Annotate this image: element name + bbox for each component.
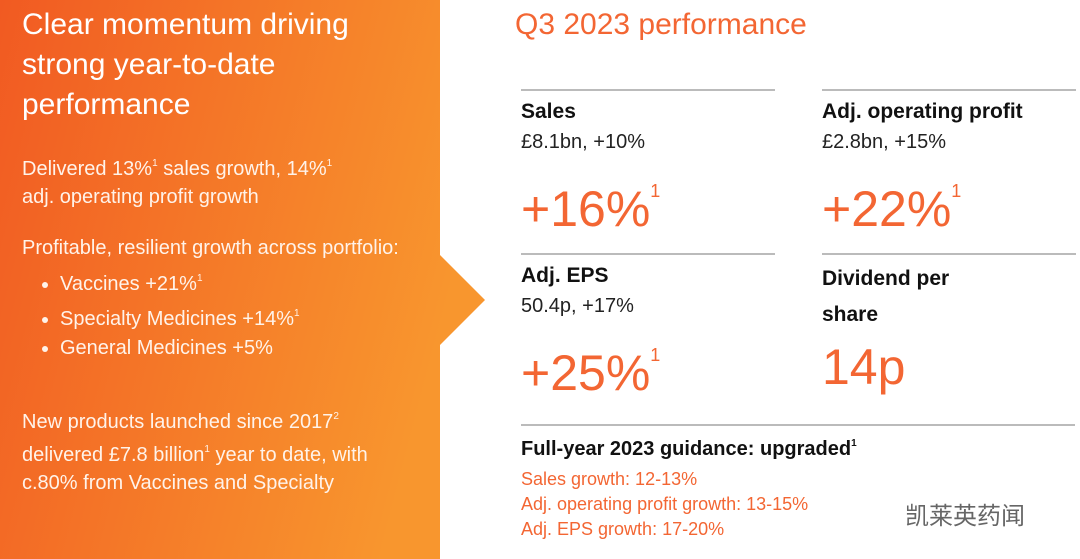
portfolio-item: Vaccines +21%1 (60, 264, 402, 299)
footnote-mark: 1 (204, 444, 210, 455)
metric-detail: 50.4p, +17% (521, 295, 634, 317)
metric-label: Adj. EPS (521, 264, 609, 287)
guidance-item: Adj. EPS growth: 17-20% (521, 519, 725, 539)
footnote-mark: 1 (650, 345, 661, 365)
new-products-text: New products launched since 20172 delive… (22, 403, 407, 497)
metric-label: Sales (521, 100, 576, 123)
metric-value: 14p (822, 339, 906, 395)
orange-panel (0, 0, 485, 559)
text-run: New products launched since 2017 (22, 411, 334, 433)
guidance: Full-year 2023 guidance: upgraded1 Sales… (521, 424, 1075, 542)
metric-detail: £8.1bn, +10% (521, 131, 645, 153)
metric-growth: +16%1 (521, 161, 775, 239)
metric-value: +22% (822, 180, 952, 237)
metric-card: Adj. operating profit £2.8bn, +15% +22%1 (822, 89, 1076, 239)
text-run: delivered £7.8 billion (22, 444, 205, 466)
guidance-list: Sales growth: 12-13% Adj. operating profi… (521, 467, 1075, 542)
metric-value: +25% (521, 344, 651, 401)
text-run: year to date, with c.80% from Vaccines a… (22, 444, 368, 494)
right-title: Q3 2023 performance (515, 8, 807, 41)
watermark: 凯莱英药闻 (905, 503, 1025, 530)
metric-detail: £2.8bn, +15% (822, 131, 946, 153)
text-run: Delivered 13% (22, 158, 153, 180)
metric-label: Adj. operating profit (822, 100, 1023, 123)
metric-label: Dividend per share (822, 267, 950, 326)
portfolio-item: General Medicines +5% (60, 334, 402, 363)
metric-growth: 14p (822, 337, 1076, 397)
footnote-mark: 1 (196, 273, 203, 284)
text-run: sales growth, 14% (157, 158, 327, 180)
footnote-mark: 1 (650, 181, 661, 201)
left-title: Clear momentum driving strong year-to-da… (22, 8, 349, 121)
metric-card: Sales £8.1bn, +10% +16%1 (521, 89, 775, 239)
guidance-title: Full-year 2023 guidance: upgraded1 (521, 426, 1075, 461)
metric-growth: +25%1 (521, 325, 775, 403)
guidance-title-text: Full-year 2023 guidance: upgraded (521, 438, 852, 460)
metric-card: Adj. EPS 50.4p, +17% +25%1 (521, 253, 775, 403)
footnote-mark: 1 (851, 438, 857, 449)
metric-card: Dividend per share 14p (822, 253, 1076, 397)
metric-growth: +22%1 (822, 161, 1076, 239)
footnote-mark: 2 (333, 411, 339, 422)
growth-text: Delivered 13%1 sales growth, 14%1 adj. o… (22, 150, 362, 211)
text-run: adj. operating profit growth (22, 186, 259, 208)
footnote-mark: 1 (152, 158, 158, 169)
metric-value: +16% (521, 180, 651, 237)
guidance-item: Adj. operating profit growth: 13-15% (521, 494, 809, 514)
portfolio-block: Profitable, resilient growth across port… (22, 234, 402, 363)
guidance-item: Sales growth: 12-13% (521, 469, 698, 489)
text-run: Vaccines +21% (60, 273, 197, 295)
portfolio-list: Vaccines +21%1Specialty Medicines +14%1G… (22, 264, 402, 363)
footnote-mark: 1 (951, 181, 962, 201)
text-run: Specialty Medicines +14% (60, 308, 295, 330)
portfolio-item: Specialty Medicines +14%1 (60, 299, 402, 334)
footnote-mark: 1 (326, 158, 333, 169)
text-run: General Medicines +5% (60, 337, 273, 359)
footnote-mark: 1 (294, 308, 300, 319)
portfolio-intro: Profitable, resilient growth across port… (22, 237, 399, 259)
